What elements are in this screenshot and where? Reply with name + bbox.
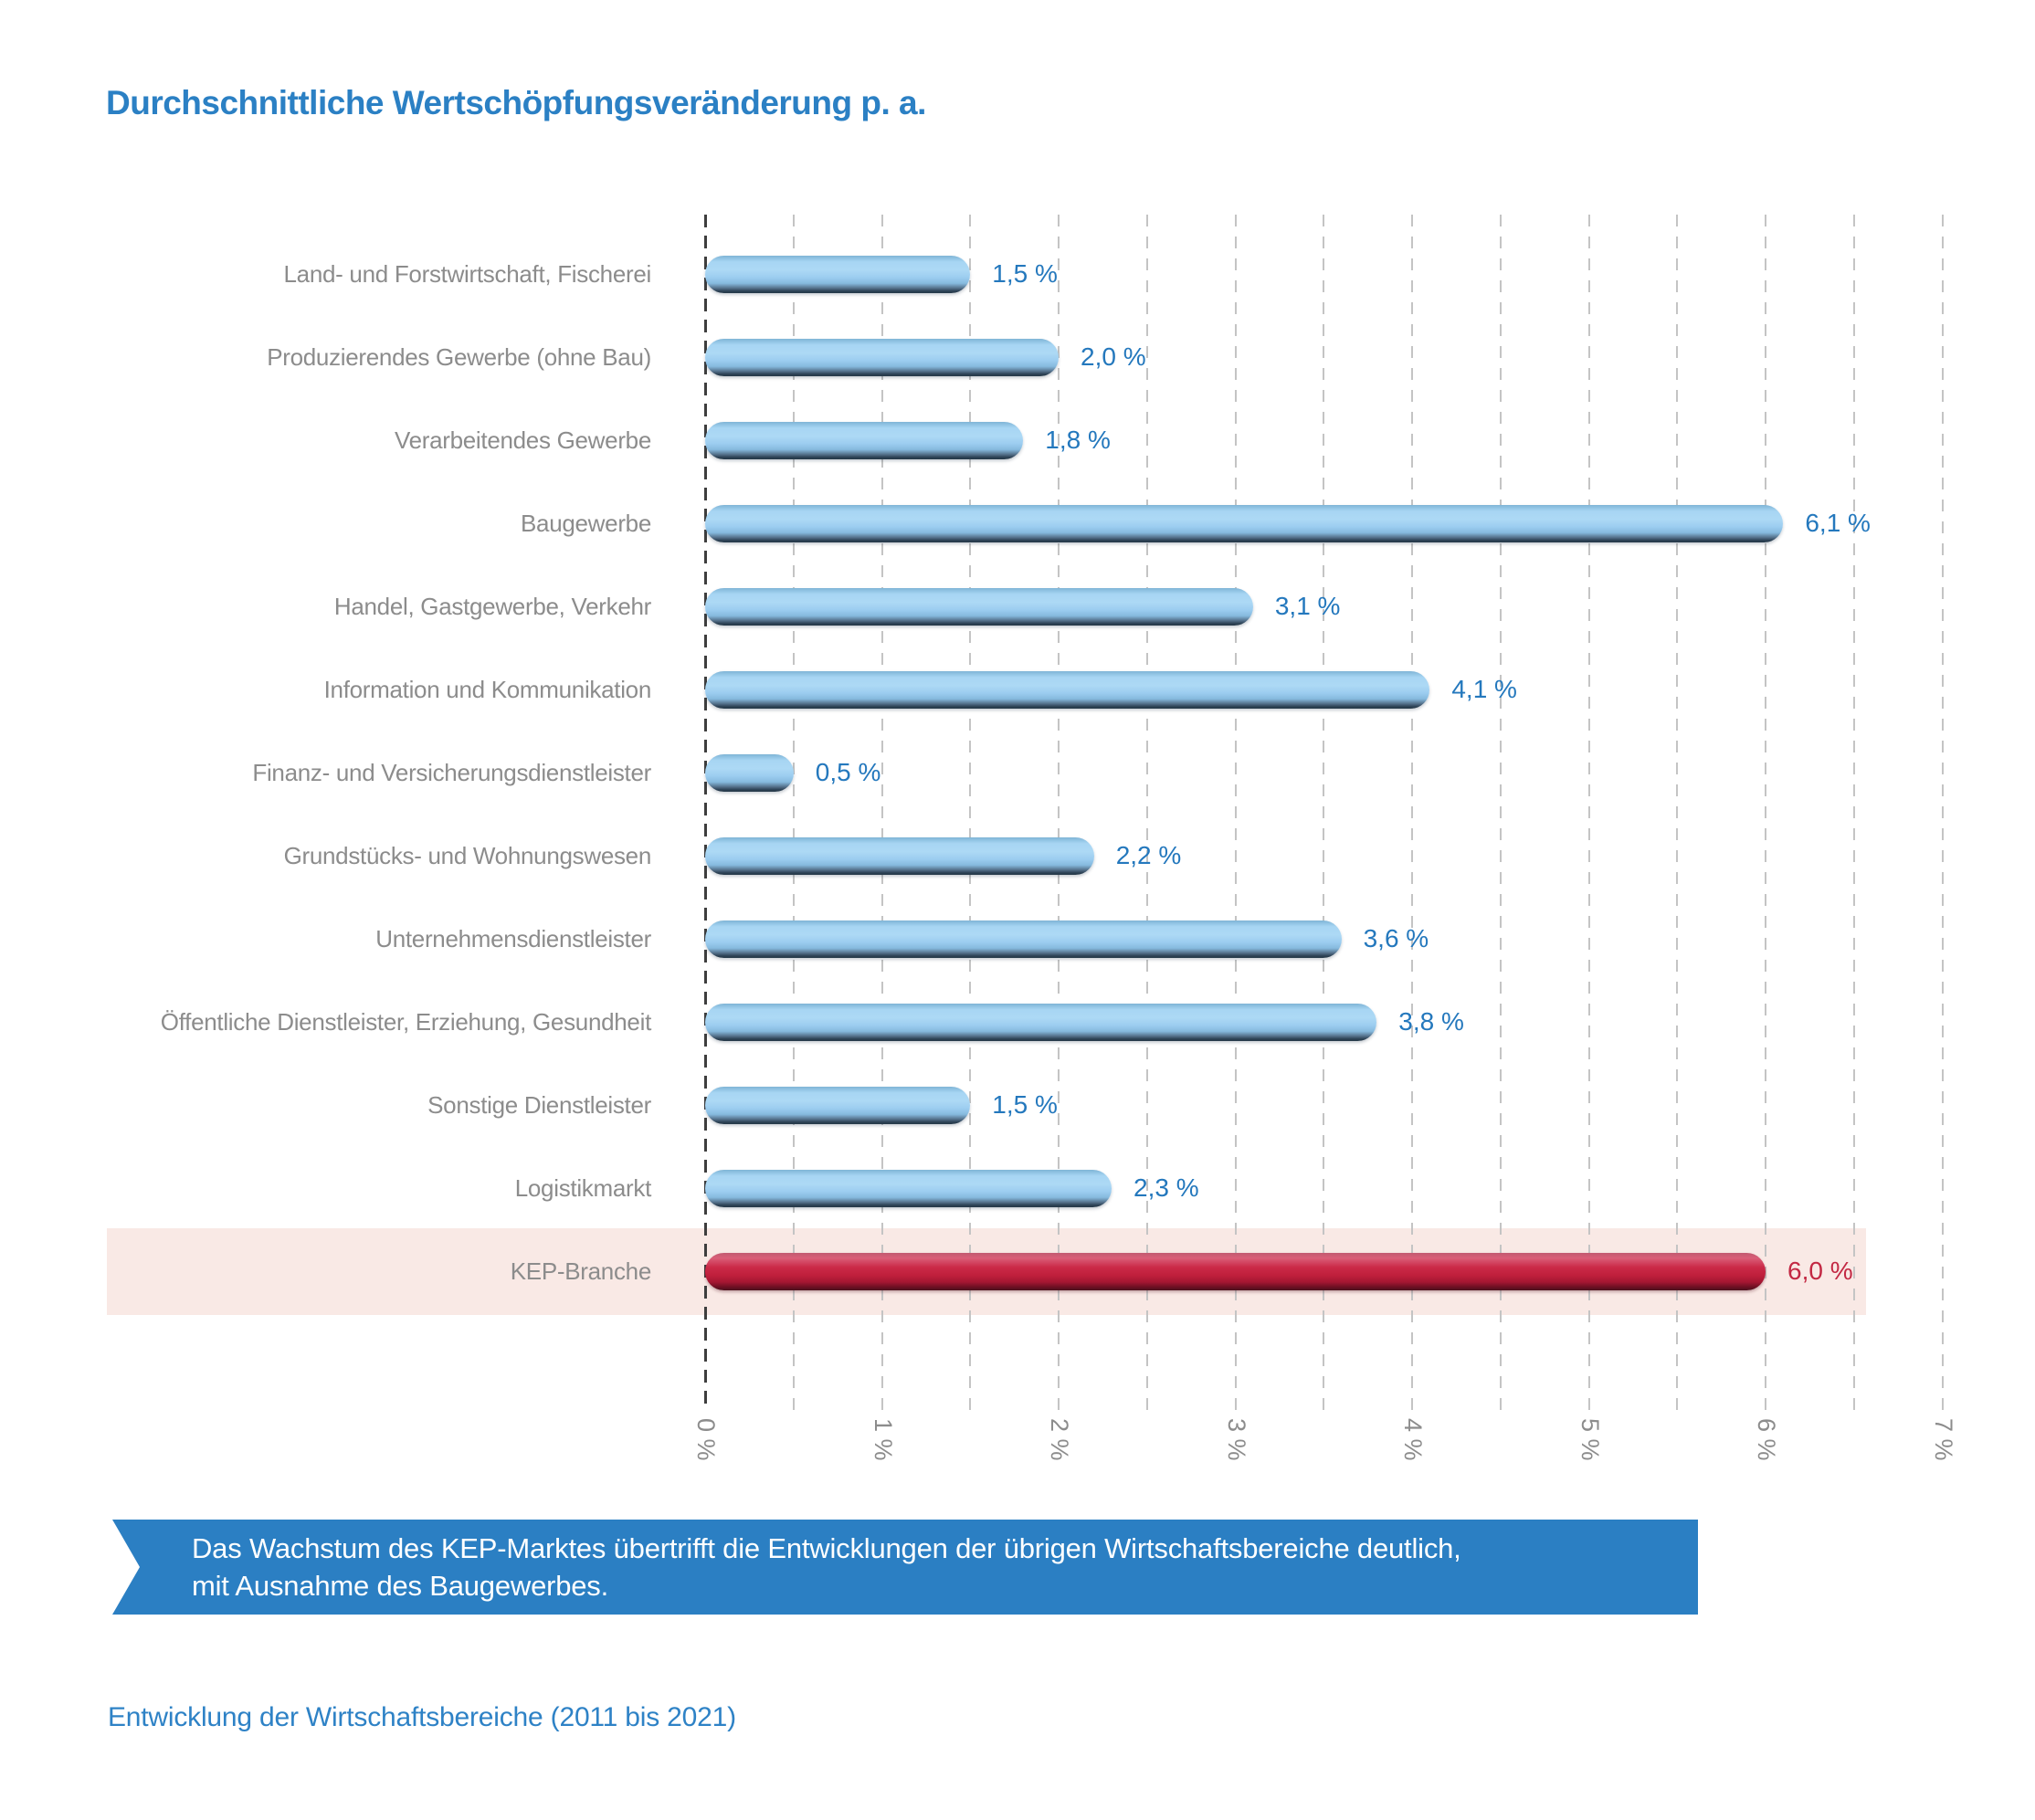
value-label: 6,1 % [1805,509,1871,537]
gridline [1765,215,1766,1411]
category-label: Produzierendes Gewerbe (ohne Bau) [267,342,651,371]
gridline [969,215,972,1411]
bar [705,670,1430,709]
chart-row: Logistikmarkt 2,3 % [0,1147,2035,1230]
x-axis-tick-label: 2 % [1046,1418,1073,1461]
category-label: Handel, Gastgewerbe, Verkehr [333,592,651,620]
bar [705,1003,1377,1041]
value-label: 4,1 % [1451,675,1517,703]
gridline [1587,215,1590,1411]
bar [705,920,1342,958]
chart-row: Unternehmensdienstleister 3,6 % [0,898,2035,981]
chart-row: Sonstige Dienstleister 1,5 % [0,1064,2035,1147]
bar [705,504,1784,542]
bar [705,338,1059,376]
value-label: 2,2 % [1115,841,1182,869]
gridline [1145,215,1148,1411]
gridline [1941,215,1944,1411]
chart-row: Öffentliche Dienstleister, Erziehung, Ge… [0,981,2035,1064]
callout-banner: Das Wachstum des KEP-Marktes übertrifft … [112,1520,1698,1615]
value-label: 1,5 % [992,259,1058,288]
x-axis-tick-label: 6 % [1753,1418,1780,1461]
category-label: Baugewerbe [521,509,651,537]
chart-row: KEP-Branche 6,0 % [0,1230,2035,1313]
gridline [1499,215,1502,1411]
chart-row: Grundstücks- und Wohnungswesen 2,2 % [0,815,2035,898]
value-label: 0,5 % [815,758,881,786]
chart-title: Durchschnittliche Wertschöpfungsveränder… [106,84,926,121]
bar [705,1086,971,1124]
chart-row: Produzierendes Gewerbe (ohne Bau) 2,0 % [0,316,2035,399]
x-axis-tick-label: 1 % [869,1418,897,1461]
category-label: Unternehmensdienstleister [375,924,651,952]
category-label: Grundstücks- und Wohnungswesen [283,841,652,869]
x-axis-tick-label: 7 % [1929,1418,1957,1461]
category-label: Land- und Forstwirtschaft, Fischerei [283,259,652,288]
chart-caption: Entwicklung der Wirtschaftsbereiche (201… [108,1702,736,1732]
value-label: 3,1 % [1274,592,1341,620]
category-label: Sonstige Dienstleister [427,1090,651,1119]
x-axis-tick-label: 0 % [692,1418,720,1461]
bar [705,836,1094,875]
bar [705,255,971,293]
value-label: 1,8 % [1045,426,1111,454]
chart-row: Baugewerbe 6,1 % [0,482,2035,565]
bar-kep-branche [705,1252,1766,1290]
x-axis-tick-label: 5 % [1576,1418,1604,1461]
chart-row: Information und Kommunikation 4,1 % [0,648,2035,731]
value-label: 3,6 % [1363,924,1429,952]
x-axis-tick-label: 3 % [1222,1418,1250,1461]
category-label: Information und Kommunikation [323,675,652,703]
gridline [1058,215,1060,1411]
bar [705,753,794,792]
callout-text-line1: Das Wachstum des KEP-Marktes übertrifft … [192,1532,1461,1564]
bar [705,1169,1112,1207]
category-label: Öffentliche Dienstleister, Erziehung, Ge… [160,1007,652,1036]
gridline-zero [703,215,707,1411]
gridline [1676,215,1679,1411]
category-label: KEP-Branche [510,1257,652,1285]
value-label: 3,8 % [1398,1007,1464,1036]
value-label: 2,3 % [1133,1173,1199,1202]
chart-row: Handel, Gastgewerbe, Verkehr 3,1 % [0,565,2035,648]
bar [705,587,1253,626]
category-label: Logistikmarkt [514,1173,652,1202]
chart-row: Land- und Forstwirtschaft, Fischerei 1,5 … [0,233,2035,316]
gridline [1323,215,1325,1411]
gridline [880,215,883,1411]
value-label: 2,0 % [1081,342,1146,371]
value-label: 6,0 % [1787,1257,1853,1285]
x-axis-tick-label: 4 % [1399,1418,1427,1461]
bar [705,421,1024,459]
gridline [1234,215,1237,1411]
chart-row: Finanz- und Versicherungsdienstleister 0,… [0,731,2035,815]
chart-row: Verarbeitendes Gewerbe 1,8 % [0,399,2035,482]
gridline [1852,215,1855,1411]
category-label: Finanz- und Versicherungsdienstleister [252,758,651,786]
callout-text-line2: mit Ausnahme des Baugewerbes. [192,1570,609,1602]
gridline [792,215,795,1411]
gridline [1411,215,1413,1411]
value-label: 1,5 % [992,1090,1058,1119]
category-label: Verarbeitendes Gewerbe [394,426,651,454]
